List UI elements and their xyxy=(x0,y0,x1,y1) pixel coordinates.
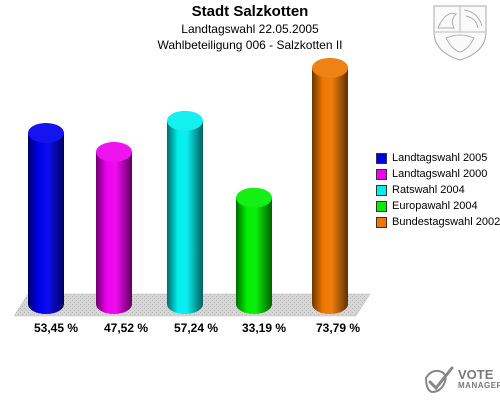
legend-label: Landtagswahl 2005 xyxy=(392,152,488,164)
legend-label: Bundestagswahl 2002 xyxy=(392,216,500,228)
legend-label: Landtagswahl 2000 xyxy=(392,168,488,180)
bar-top xyxy=(96,141,132,162)
chart-header: Stadt Salzkotten Landtagswahl 22.05.2005… xyxy=(0,2,500,53)
legend-item: Bundestagswahl 2002 xyxy=(376,214,500,230)
legend-swatch xyxy=(376,152,387,164)
chart-legend: Landtagswahl 2005 Landtagswahl 2000 Rats… xyxy=(376,150,500,230)
chart-subtitle-date: Landtagswahl 22.05.2005 xyxy=(181,22,319,36)
bar-value-label: 47,52 % xyxy=(104,321,148,335)
bar-top xyxy=(167,110,203,131)
legend-item: Ratswahl 2004 xyxy=(376,182,500,198)
bar-value-label: 57,24 % xyxy=(174,321,218,335)
vote-manager-line1: VOTE xyxy=(458,367,494,382)
chart-title: Stadt Salzkotten xyxy=(191,3,309,20)
legend-swatch xyxy=(376,200,387,212)
bar xyxy=(28,122,64,314)
bar-value-label: 33,19 % xyxy=(242,321,286,335)
nrw-coat-of-arms-icon xyxy=(433,5,487,61)
value-labels-group: 53,45 % 47,52 % 57,24 % 33,19 % 73,79 % xyxy=(34,321,360,335)
vote-manager-line2: MANAGER xyxy=(458,381,500,390)
legend-swatch xyxy=(376,168,387,180)
bar-body xyxy=(236,197,272,314)
bar xyxy=(96,141,132,314)
bar-top xyxy=(236,187,272,208)
bars-group xyxy=(28,57,348,314)
bar-body xyxy=(28,132,64,314)
bar-body xyxy=(312,67,348,314)
vote-manager-wordmark: VOTE MANAGER xyxy=(458,367,500,391)
vote-manager-logo-icon xyxy=(424,366,454,394)
legend-label: Europawahl 2004 xyxy=(392,200,478,212)
bar-top xyxy=(28,122,64,143)
bar-body xyxy=(167,120,203,314)
bar-top xyxy=(312,57,348,78)
bar xyxy=(236,187,272,314)
chart-subtitle-district: Wahlbeteiligung 006 - Salzkotten II xyxy=(157,38,343,52)
legend-item: Landtagswahl 2000 xyxy=(376,166,500,182)
bar-value-label: 53,45 % xyxy=(34,321,78,335)
bar xyxy=(312,57,348,314)
legend-item: Landtagswahl 2005 xyxy=(376,150,500,166)
legend-item: Europawahl 2004 xyxy=(376,198,500,214)
legend-swatch xyxy=(376,216,387,228)
bar xyxy=(167,110,203,314)
legend-label: Ratswahl 2004 xyxy=(392,184,465,196)
bar-body xyxy=(96,151,132,314)
legend-swatch xyxy=(376,184,387,196)
bar-value-label: 73,79 % xyxy=(316,321,360,335)
